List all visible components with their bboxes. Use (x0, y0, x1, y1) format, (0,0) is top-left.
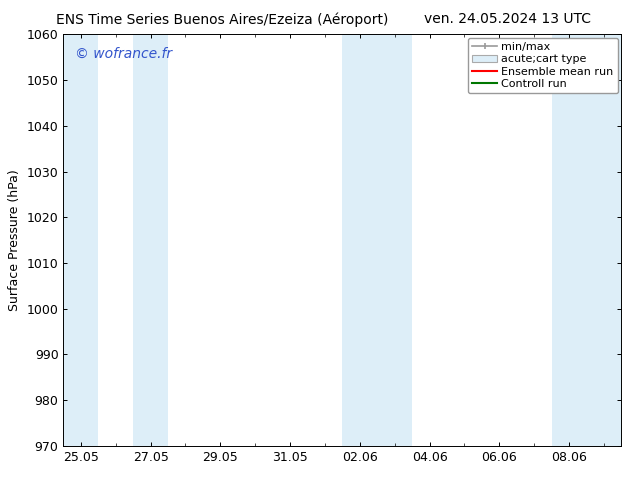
Legend: min/max, acute;cart type, Ensemble mean run, Controll run: min/max, acute;cart type, Ensemble mean … (468, 38, 618, 93)
Text: © wofrance.fr: © wofrance.fr (75, 47, 172, 61)
Bar (342, 34, 412, 446)
Bar (552, 34, 621, 446)
Y-axis label: Surface Pressure (hPa): Surface Pressure (hPa) (8, 169, 21, 311)
Text: ENS Time Series Buenos Aires/Ezeiza (Aéroport): ENS Time Series Buenos Aires/Ezeiza (Aér… (56, 12, 388, 27)
Text: ven. 24.05.2024 13 UTC: ven. 24.05.2024 13 UTC (424, 12, 591, 26)
Bar (133, 34, 168, 446)
Bar (63, 34, 98, 446)
